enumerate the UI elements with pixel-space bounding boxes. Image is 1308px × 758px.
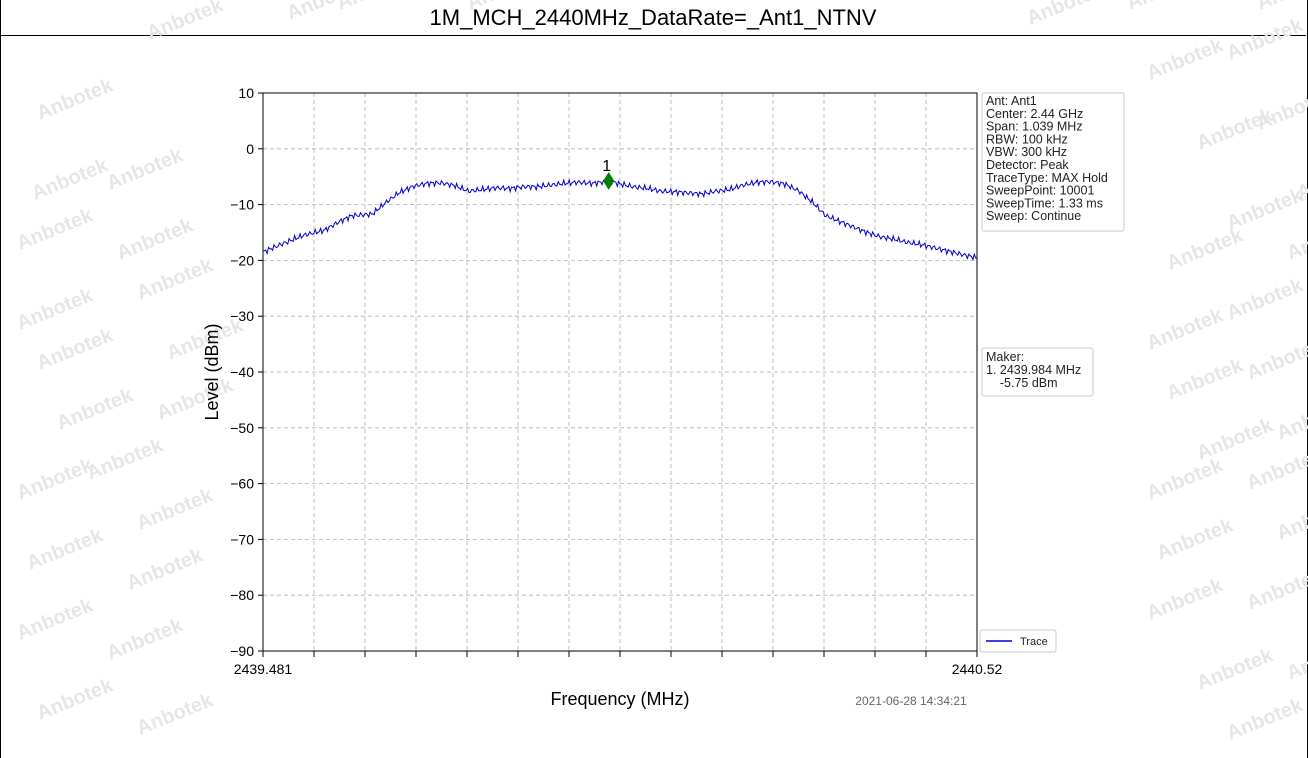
- x-tick-label: 2439.481: [234, 661, 293, 677]
- y-axis-label: Level (dBm): [202, 323, 222, 420]
- watermark-text: Anbotek: [29, 154, 112, 205]
- watermark-text: Anbotek: [1254, 0, 1308, 15]
- watermark-text: Anbotek: [1224, 694, 1307, 745]
- watermark-text: Anbotek: [124, 544, 207, 595]
- watermark-text: Anbotek: [1124, 0, 1207, 15]
- info-line: TraceType: MAX Hold: [986, 171, 1108, 185]
- y-tick-label: 0: [246, 141, 254, 157]
- info-line: RBW: 100 kHz: [986, 132, 1068, 146]
- watermark-text: Anbotek: [34, 324, 117, 375]
- legend-entry: Trace: [1020, 636, 1048, 648]
- info-line: SweepTime: 1.33 ms: [986, 196, 1103, 210]
- info-line: VBW: 300 kHz: [986, 145, 1067, 159]
- watermark-text: Anbotek: [14, 204, 97, 255]
- x-tick-label: 2440.52: [952, 661, 1003, 677]
- info-line: Span: 1.039 MHz: [986, 120, 1083, 134]
- watermark-text: Anbotek: [1194, 644, 1277, 695]
- watermark-text: Anbotek: [34, 74, 117, 125]
- y-tick-label: −50: [230, 420, 254, 436]
- watermark-text: Anbotek: [1274, 394, 1308, 445]
- watermark-text: Anbotek: [464, 0, 547, 15]
- watermark-text: Anbotek: [134, 689, 217, 740]
- y-tick-label: −20: [230, 252, 254, 268]
- y-tick-label: −30: [230, 308, 254, 324]
- watermark-text: Anbotek: [14, 454, 97, 505]
- watermark-text: Anbotek: [1164, 224, 1247, 275]
- watermark-text: Anbotek: [334, 0, 417, 15]
- grid-lines: [262, 92, 978, 652]
- watermark-text: Anbotek: [84, 434, 167, 485]
- watermark-text: Anbotek: [1024, 0, 1107, 30]
- watermark-text: Anbotek: [104, 144, 187, 195]
- marker-label: 1: [602, 158, 611, 175]
- y-tick-label: −40: [230, 364, 254, 380]
- watermark-text: Anbotek: [1164, 354, 1247, 405]
- watermark-text: Anbotek: [1274, 494, 1308, 545]
- watermark-text: Anbotek: [1144, 34, 1227, 85]
- marker-layer: 1: [602, 158, 615, 190]
- y-tick-label: −70: [230, 531, 254, 547]
- info-line: SweepPoint: 10001: [986, 184, 1094, 198]
- watermark-text: Anbotek: [1244, 564, 1308, 615]
- y-tick-label: −80: [230, 587, 254, 603]
- marker-readout-line: 1. 2439.984 MHz: [986, 363, 1081, 377]
- info-line: Detector: Peak: [986, 158, 1069, 172]
- watermark-text: Anbotek: [1284, 214, 1308, 265]
- watermark-text: Anbotek: [1144, 304, 1227, 355]
- watermark-text: Anbotek: [1194, 414, 1277, 465]
- y-tick-label: −10: [230, 197, 254, 213]
- marker-readout-line: -5.75 dBm: [986, 376, 1058, 390]
- watermark-text: Anbotek: [1224, 14, 1307, 65]
- marker-box-frame: [981, 347, 1094, 397]
- watermark-text: Anbotek: [14, 594, 97, 645]
- axis-labels: Frequency (MHz) Level (dBm): [202, 323, 690, 709]
- info-line: Center: 2.44 GHz: [986, 107, 1083, 121]
- marker-readout-line: Maker:: [986, 350, 1024, 364]
- watermark-text: Anbotek: [1154, 514, 1237, 565]
- legend: Trace: [979, 629, 1057, 653]
- watermark-text: Anbotek: [104, 614, 187, 665]
- watermark-text: Anbotek: [1144, 454, 1227, 505]
- watermark-text: Anbotek: [1224, 274, 1307, 325]
- timestamp: 2021-06-28 14:34:21: [855, 694, 967, 708]
- watermark-text: Anbotek: [34, 674, 117, 725]
- y-tick-label: −60: [230, 476, 254, 492]
- marker-readout-box: Maker:1. 2439.984 MHz -5.75 dBm: [981, 347, 1094, 397]
- trace-layer: [263, 178, 978, 261]
- info-line: Sweep: Continue: [986, 209, 1081, 223]
- watermark-text: Anbotek: [1144, 574, 1227, 625]
- watermark-text: Anbotek: [1244, 444, 1308, 495]
- watermark-text: Anbotek: [54, 384, 137, 435]
- watermark-text: Anbotek: [1284, 634, 1308, 685]
- watermark-text: Anbotek: [1244, 334, 1308, 385]
- marker-diamond: [603, 171, 615, 190]
- y-tick-label: −90: [230, 643, 254, 659]
- watermark-text: Anbotek: [134, 254, 217, 305]
- axis-ticks: 10 0 −10 −20 −30 −40 −50 −60 −70 −80 −90 2439.481 24…: [230, 85, 1002, 677]
- watermark-text: Anbotek: [144, 0, 227, 45]
- watermark-text: Anbotek: [14, 284, 97, 335]
- y-tick-label: 10: [238, 85, 254, 101]
- info-box-frame: [981, 92, 1125, 232]
- trace-line: [263, 178, 978, 261]
- watermark-text: Anbotek: [114, 214, 197, 265]
- info-line: Ant: Ant1: [986, 94, 1037, 108]
- x-axis-label: Frequency (MHz): [550, 689, 689, 709]
- watermark-text: Anbotek: [154, 374, 237, 425]
- watermark-text: Anbotek: [134, 484, 217, 535]
- chart-title: 1M_MCH_2440MHz_DataRate=_Ant1_NTNV: [0, 0, 1306, 36]
- watermark-text: Anbotek: [24, 524, 107, 575]
- legend-frame: [979, 629, 1057, 653]
